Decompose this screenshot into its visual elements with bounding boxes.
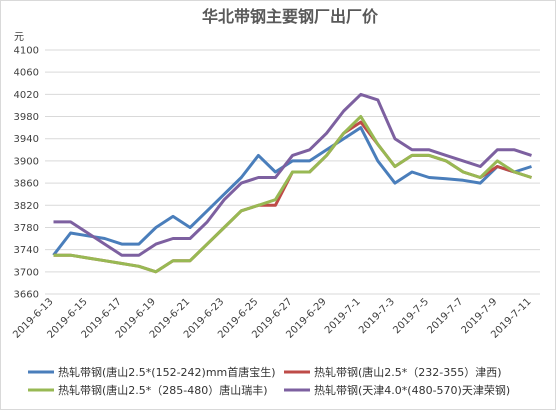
- y-tick-label: 4100: [14, 46, 39, 57]
- y-tick-label: 3900: [14, 156, 39, 167]
- series-line: [52, 126, 532, 257]
- y-tick-label: 3940: [14, 134, 39, 145]
- legend-label: 热轧带钢(天津4.0*(480-570)天津荣钢): [314, 383, 510, 397]
- y-tick-label: 3860: [14, 179, 39, 190]
- series-line: [53, 115, 532, 274]
- y-tick-label: 3980: [14, 112, 39, 123]
- legend-label: 热轧带钢(唐山2.5*（232-355）津西): [314, 365, 502, 379]
- y-tick-label: 3660: [14, 290, 39, 301]
- series-line: [53, 92, 532, 257]
- legend-label: 热轧带钢(唐山2.5*(152-242)mm首唐宝生): [58, 365, 276, 379]
- y-tick-label: 4020: [14, 90, 39, 101]
- y-tick-label: 3740: [14, 245, 39, 256]
- legend-label: 热轧带钢(唐山2.5*（285-480）唐山瑞丰): [58, 383, 268, 397]
- y-tick-label: 4060: [14, 68, 39, 79]
- y-tick-label: 3820: [14, 201, 39, 212]
- chart-title: 华北带钢主要钢厂出厂价: [202, 7, 379, 26]
- y-tick-label: 3700: [14, 267, 39, 278]
- y-tick-label: 3780: [14, 223, 39, 234]
- y-axis-label: 元: [14, 32, 24, 43]
